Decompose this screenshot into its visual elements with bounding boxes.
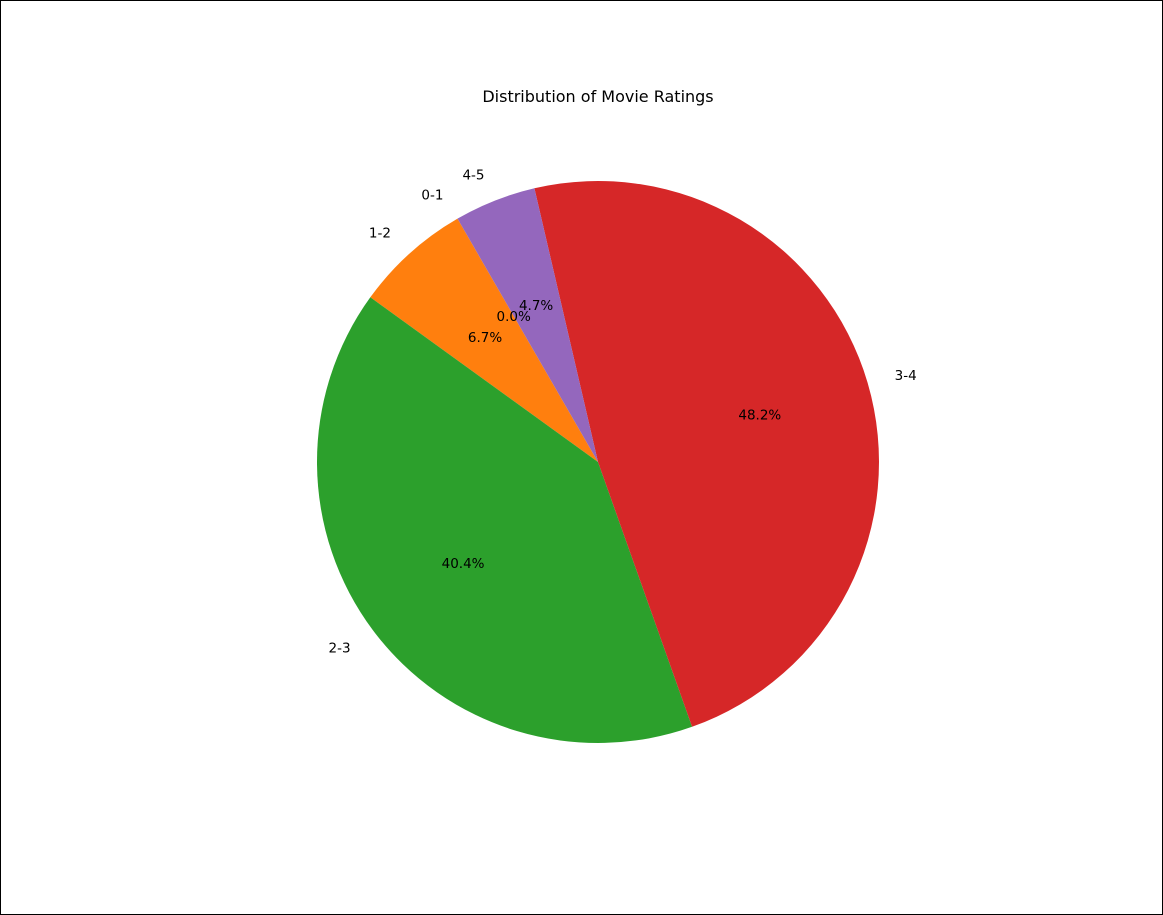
chart-title: Distribution of Movie Ratings bbox=[482, 87, 713, 106]
pie-slice-4-5 bbox=[457, 188, 598, 463]
pie-labels: 0-1 0.0% 1-2 6.7% 2-3 40.4% 3-4 48.2% 4-5 4.7% bbox=[329, 167, 917, 656]
pie-slice-1-2 bbox=[370, 218, 598, 462]
slice-label-2-3: 2-3 bbox=[329, 640, 351, 656]
slice-percent-2-3: 40.4% bbox=[442, 556, 485, 572]
slice-percent-0-1: 0.0% bbox=[497, 309, 531, 325]
pie-slice-2-3 bbox=[317, 297, 693, 743]
slice-label-1-2: 1-2 bbox=[369, 226, 391, 242]
pie-slices bbox=[317, 181, 879, 743]
slice-percent-3-4: 48.2% bbox=[738, 408, 781, 424]
slice-percent-4-5: 4.7% bbox=[519, 298, 553, 314]
slice-label-3-4: 3-4 bbox=[895, 368, 917, 384]
pie-slice-3-4 bbox=[534, 181, 879, 727]
slice-label-4-5: 4-5 bbox=[462, 167, 484, 183]
slice-label-0-1: 0-1 bbox=[421, 187, 443, 203]
slice-percent-1-2: 6.7% bbox=[468, 330, 502, 346]
